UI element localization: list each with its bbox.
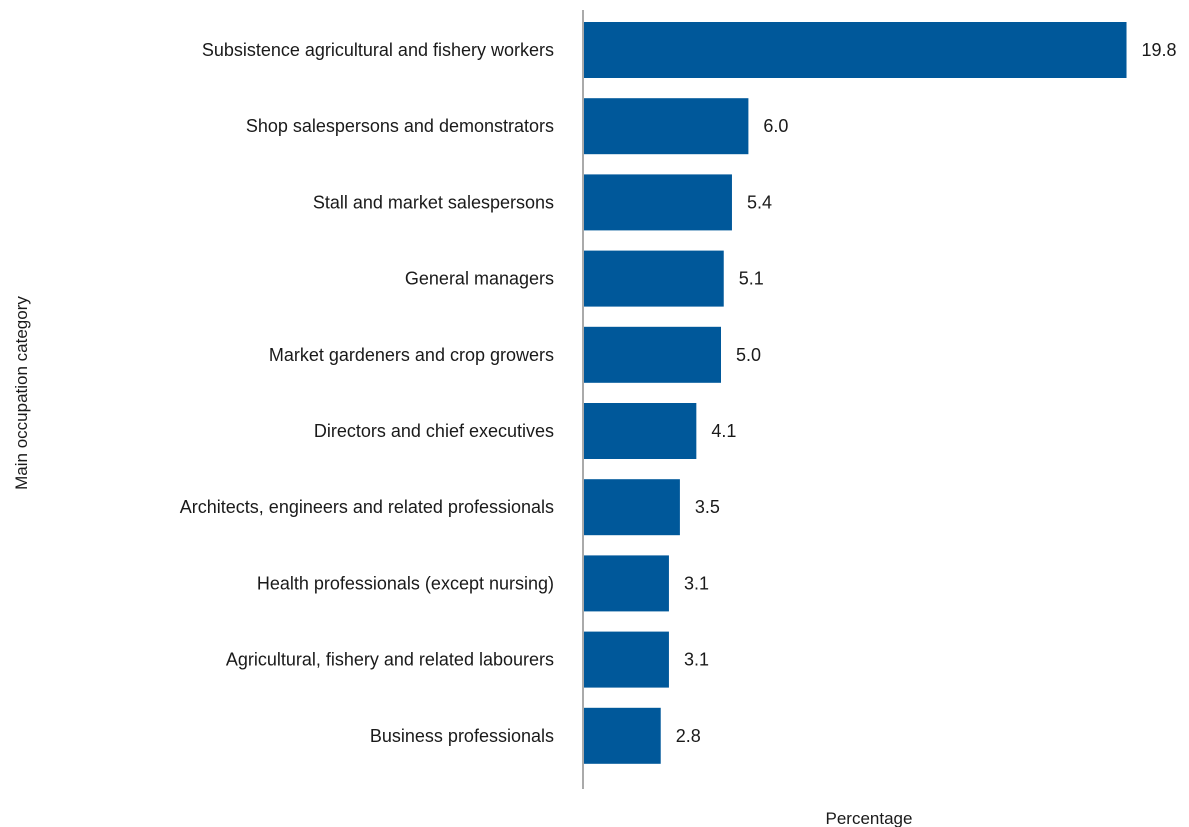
bar (584, 98, 749, 155)
bar (584, 403, 697, 459)
bar (584, 631, 669, 688)
value-label: 5.4 (747, 192, 772, 212)
value-label: 19.8 (1142, 40, 1177, 60)
bar (584, 707, 661, 764)
x-axis-label: Percentage (826, 809, 913, 827)
value-label: 2.8 (676, 726, 701, 746)
value-label: 3.1 (684, 650, 709, 670)
bars-layer (584, 22, 1127, 764)
category-label: Market gardeners and crop growers (269, 345, 554, 365)
value-label: 3.5 (695, 497, 720, 517)
value-label: 5.1 (739, 269, 764, 289)
bar (584, 326, 721, 383)
category-label: Subsistence agricultural and fishery wor… (202, 40, 554, 60)
value-label: 4.1 (711, 421, 736, 441)
category-label: Health professionals (except nursing) (257, 573, 554, 593)
category-label: Directors and chief executives (314, 421, 554, 441)
bar (584, 174, 732, 231)
value-label: 6.0 (763, 116, 788, 136)
bar (584, 479, 680, 536)
category-label: Business professionals (370, 726, 554, 746)
value-label: 5.0 (736, 345, 761, 365)
value-labels-layer: 19.8 6.0 5.4 5.1 5.0 4.1 3.5 3.1 3.1 2.8 (676, 40, 1177, 746)
value-label: 3.1 (684, 573, 709, 593)
category-label: General managers (405, 269, 554, 289)
category-label: Shop salespersons and demonstrators (246, 116, 554, 136)
bar (584, 22, 1127, 78)
bar (584, 555, 669, 612)
category-label: Stall and market salespersons (313, 192, 554, 212)
category-labels-layer: Subsistence agricultural and fishery wor… (180, 40, 554, 746)
category-label: Agricultural, fishery and related labour… (226, 650, 554, 670)
bar (584, 250, 724, 307)
category-label: Architects, engineers and related profes… (180, 497, 554, 517)
y-axis-label: Main occupation category (12, 296, 31, 490)
